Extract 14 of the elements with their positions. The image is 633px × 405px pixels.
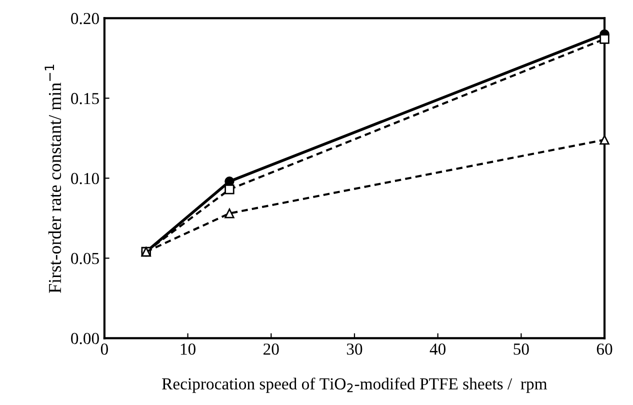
x-tick-label: 30: [346, 344, 362, 355]
x-tick-label: 20: [264, 344, 279, 355]
x-axis-title: Reciprocation speed of TiO$_{2}$-modifed PTFE sheets / rpm: [162, 378, 548, 393]
y-tick-label: 0.20: [71, 12, 99, 24]
y-axis-title: First-order rate constant/ min$^{−1}$: [44, 64, 62, 293]
y-tick-label: 0.05: [71, 252, 99, 264]
y-tick-label: 0.15: [71, 92, 99, 104]
x-tick-label: 0: [100, 344, 108, 355]
x-tick-label: 10: [180, 344, 196, 355]
x-tick-label: 60: [596, 344, 612, 355]
x-tick-label: 50: [514, 344, 529, 355]
y-tick-label: 0.00: [71, 332, 99, 344]
y-tick-label: 0.10: [71, 172, 99, 184]
x-tick-label: 40: [430, 344, 446, 355]
